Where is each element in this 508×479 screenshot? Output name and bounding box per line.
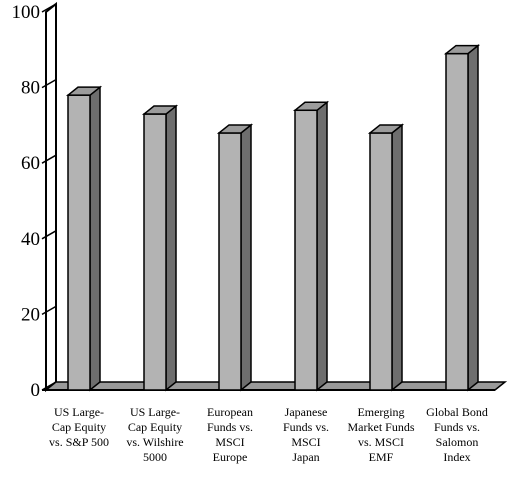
x-category-line: US Large-: [54, 405, 104, 419]
bar-top: [216, 124, 254, 134]
x-category-line: EMF: [369, 450, 394, 464]
y-tick-mark: [41, 3, 57, 13]
y-tick-mark: [41, 305, 57, 316]
bar-side: [316, 100, 328, 392]
x-category-line: Global Bond: [426, 405, 488, 419]
bar-side: [391, 123, 403, 392]
x-category-line: vs. S&P 500: [49, 435, 109, 449]
y-tick-label: 100: [12, 2, 41, 23]
y-tick-mark: [41, 230, 57, 240]
bar-side: [165, 104, 177, 392]
x-category-line: MSCI: [215, 435, 244, 449]
y-tick-label: 20: [21, 304, 40, 325]
bar-top: [367, 124, 405, 134]
x-category-line: European: [207, 405, 253, 419]
x-category-label: Global Bond Funds vs. Salomon Index: [426, 405, 488, 464]
x-category-line: US Large-: [130, 405, 180, 419]
x-category-line: Salomon: [436, 435, 479, 449]
x-category-line: Funds vs.: [207, 420, 253, 434]
bar: [369, 132, 393, 391]
x-category-line: Cap Equity: [128, 420, 182, 434]
y-axis-wall-face: [45, 1, 57, 393]
x-category-line: Market Funds: [348, 420, 415, 434]
y-tick-label: 80: [21, 78, 40, 99]
x-category-line: Funds vs.: [434, 420, 480, 434]
bar-side: [240, 123, 252, 392]
x-category-label: US Large-Cap Equity vs. Wilshire 5000: [126, 405, 183, 464]
y-tick-label: 40: [21, 229, 40, 250]
bar-group: [65, 85, 103, 392]
bar-group: [443, 44, 481, 392]
x-category-line: Japanese: [285, 405, 328, 419]
bar-group: [292, 100, 330, 392]
bar-top: [65, 86, 103, 96]
bar-top: [443, 44, 481, 55]
x-category-line: Japan: [292, 450, 319, 464]
chart-floor: [42, 381, 508, 391]
bar-side: [467, 44, 479, 392]
x-category-line: Europe: [213, 450, 248, 464]
y-tick-mark: [41, 154, 57, 164]
bar: [143, 113, 167, 391]
x-category-label: Emerging Market Funds vs. MSCI EMF: [348, 405, 415, 464]
x-category-label: Japanese Funds vs. MSCI Japan: [283, 405, 329, 464]
y-tick-label: 60: [21, 153, 40, 174]
floor-top: [43, 381, 508, 391]
y-axis-wall: [41, 1, 57, 393]
bar-group: [367, 123, 405, 392]
x-category-line: Emerging: [357, 405, 404, 419]
bar: [294, 109, 318, 391]
x-category-line: 5000: [143, 450, 167, 464]
bar-group: [216, 123, 254, 392]
bar: [445, 52, 469, 391]
x-category-line: vs. MSCI: [358, 435, 404, 449]
x-category-line: Index: [443, 450, 470, 464]
bar-top: [141, 105, 179, 115]
x-category-line: Cap Equity: [52, 420, 106, 434]
x-category-line: vs. Wilshire: [126, 435, 183, 449]
bar: [218, 132, 242, 391]
bars: [65, 44, 481, 392]
bar-top: [292, 101, 330, 112]
y-tick-mark: [41, 78, 57, 89]
bar-side: [89, 85, 101, 392]
y-tick-label: 0: [31, 380, 41, 401]
bar-group: [141, 104, 179, 392]
x-category-line: Funds vs.: [283, 420, 329, 434]
bar: [67, 94, 91, 391]
y-tick-labels: 0 20 40 60 80 100: [12, 2, 41, 401]
x-category-line: MSCI: [291, 435, 320, 449]
x-category-label: US Large-Cap Equity vs. S&P 500: [49, 405, 109, 449]
x-category-label: European Funds vs. MSCI Europe: [207, 405, 253, 464]
